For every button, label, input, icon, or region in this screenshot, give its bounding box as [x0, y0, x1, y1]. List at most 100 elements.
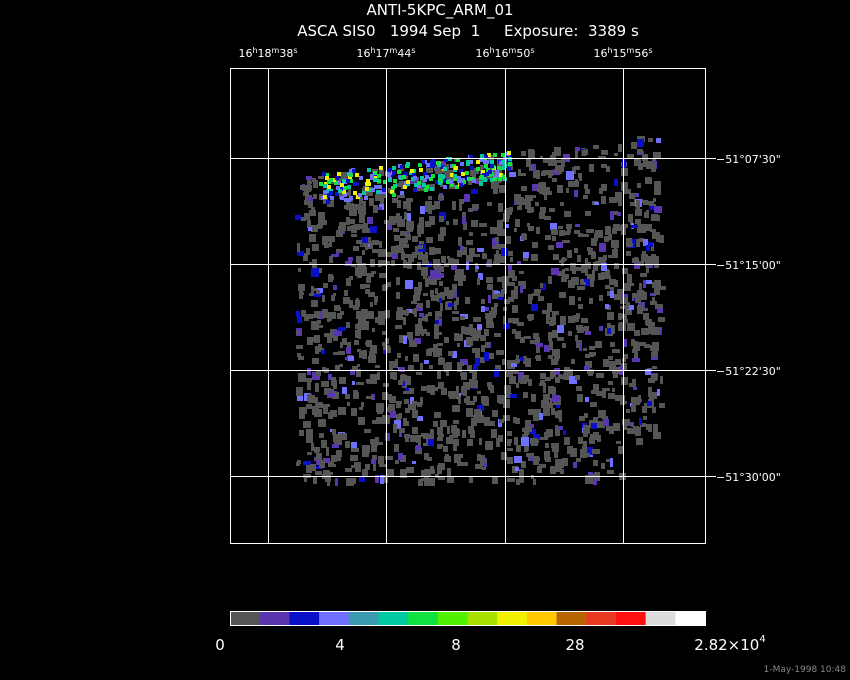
pixel	[424, 360, 429, 364]
pixel	[389, 408, 395, 413]
pixel	[543, 385, 546, 393]
pixel	[437, 427, 443, 435]
pixel	[501, 289, 507, 294]
pixel	[329, 241, 332, 247]
pixel	[297, 251, 304, 256]
pixel	[297, 353, 301, 357]
pixel	[575, 150, 578, 159]
colorbar-frame	[230, 611, 706, 626]
pixel	[560, 202, 564, 206]
pixel	[574, 166, 580, 170]
pixel	[320, 220, 327, 225]
pixel	[349, 209, 357, 216]
pixel	[362, 350, 367, 359]
pixel	[599, 243, 606, 252]
pixel	[634, 257, 638, 262]
pixel	[557, 337, 564, 341]
pixel	[333, 285, 337, 290]
pixel	[441, 175, 445, 179]
pixel	[462, 217, 466, 224]
pixel	[311, 286, 314, 294]
pixel	[632, 193, 639, 197]
pixel	[401, 239, 406, 246]
pixel	[485, 342, 489, 347]
pixel	[304, 475, 307, 482]
pixel	[564, 437, 570, 445]
pixel	[440, 266, 444, 272]
pixel	[371, 188, 375, 192]
dec-label: −51°30'00"	[716, 471, 781, 484]
pixel	[365, 187, 369, 191]
pixel	[457, 250, 462, 257]
pixel	[615, 194, 622, 202]
pixel	[540, 380, 545, 386]
pixel	[650, 345, 656, 351]
pixel	[336, 457, 341, 461]
pixel	[362, 228, 370, 233]
pixel	[458, 334, 463, 341]
pixel	[296, 345, 303, 349]
pixel	[314, 293, 321, 297]
pixel	[377, 174, 381, 178]
pixel	[382, 285, 387, 291]
pixel	[407, 198, 411, 206]
pixel	[562, 274, 569, 279]
pixel	[323, 196, 328, 204]
pixel	[325, 176, 329, 180]
pixel	[365, 342, 371, 345]
pixel	[475, 352, 480, 358]
pixel	[506, 371, 513, 377]
pixel	[303, 253, 308, 261]
pixel	[526, 159, 531, 167]
pixel	[549, 341, 553, 350]
pixel	[514, 456, 522, 463]
pixel	[297, 243, 300, 252]
pixel	[648, 387, 652, 393]
pixel	[527, 223, 530, 227]
pixel	[360, 215, 365, 219]
pixel	[612, 228, 617, 234]
pixel	[607, 328, 611, 334]
pixel	[316, 325, 323, 328]
pixel	[457, 179, 461, 183]
pixel	[643, 239, 648, 246]
pixel	[507, 167, 511, 171]
pixel	[385, 456, 393, 460]
pixel	[310, 464, 316, 471]
colorbar: 0 4 8 28 2.82×104	[215, 611, 766, 654]
pixel	[539, 413, 543, 420]
pixel	[618, 446, 623, 454]
pixel	[416, 372, 422, 375]
pixel	[305, 185, 312, 191]
pixel	[376, 418, 382, 422]
pixel	[618, 144, 622, 152]
pixel	[583, 348, 587, 351]
pixel	[555, 425, 558, 432]
pixel	[612, 388, 615, 392]
pixel	[354, 340, 359, 345]
pixel	[342, 179, 346, 183]
pixel	[323, 458, 330, 463]
pixel	[490, 164, 494, 168]
pixel	[559, 292, 566, 298]
pixel	[304, 213, 310, 220]
pixel	[426, 163, 430, 167]
pixel	[437, 343, 443, 346]
pixel	[347, 226, 352, 231]
pixel	[573, 462, 577, 468]
pixel	[414, 338, 421, 344]
pixel	[347, 402, 350, 406]
pixel	[337, 313, 342, 319]
pixel	[536, 343, 543, 347]
pixel	[328, 312, 336, 319]
pixel	[579, 416, 585, 421]
pixel	[469, 160, 473, 164]
pixel	[343, 193, 347, 197]
pixel	[548, 355, 553, 359]
pixel	[642, 154, 648, 161]
pixel	[428, 276, 432, 284]
pixel	[307, 382, 311, 390]
pixel	[508, 270, 515, 278]
pixel	[657, 389, 660, 396]
